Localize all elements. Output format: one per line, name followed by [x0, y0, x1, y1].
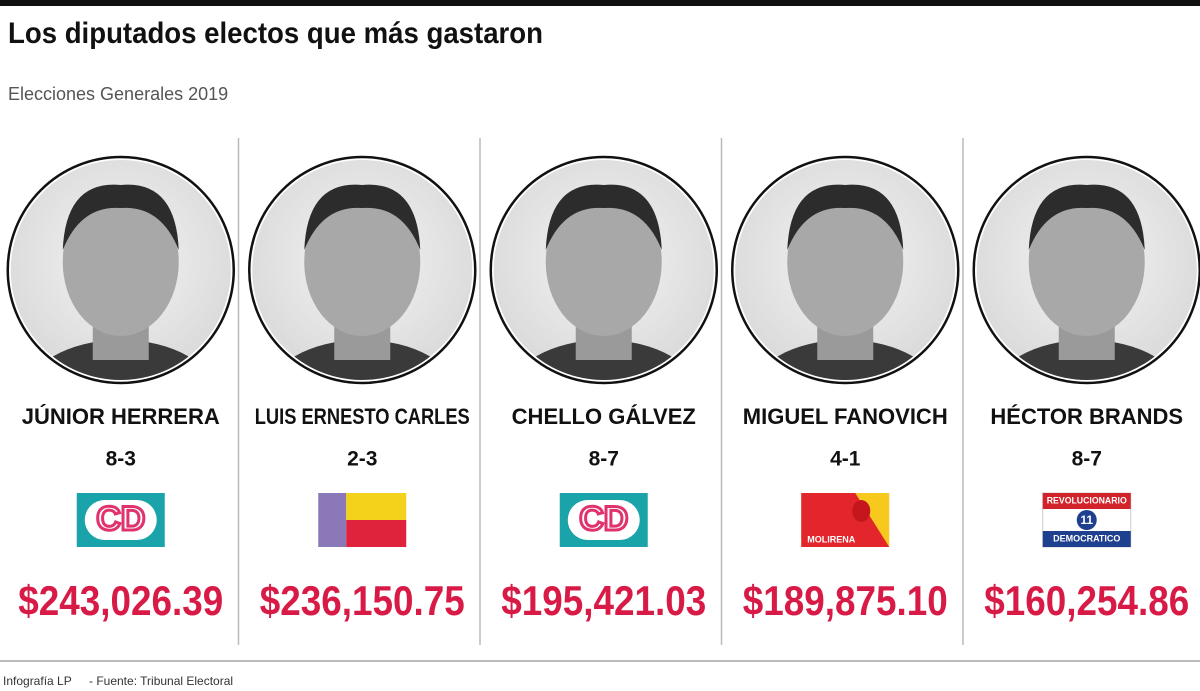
photo-ring — [6, 155, 235, 385]
hair — [1028, 184, 1145, 250]
district: 8-7 — [589, 448, 619, 471]
head — [62, 188, 179, 336]
subtitle: Elecciones Generales 2019 — [8, 84, 228, 104]
title: Los diputados electos que más gastaron — [8, 17, 543, 50]
logo-purple — [318, 493, 347, 547]
head — [545, 188, 662, 336]
logo-inner — [567, 500, 640, 540]
district: 4-1 — [830, 448, 861, 471]
candidate-name: CHELLO GÁLVEZ — [512, 404, 696, 429]
logo-rooster — [852, 500, 871, 522]
logo-red — [346, 520, 407, 547]
logo-text-top: REVOLUCIONARIO — [1047, 495, 1127, 505]
amount: $236,150.75 — [260, 577, 465, 624]
logo-red — [801, 493, 890, 547]
shoulders — [991, 340, 1182, 380]
candidate-name: MIGUEL FANOVICH — [743, 404, 948, 429]
head — [304, 188, 421, 336]
hair — [304, 184, 421, 250]
shoulders — [750, 340, 941, 380]
shoulders — [508, 340, 699, 380]
candidate-name: HÉCTOR BRANDS — [990, 404, 1183, 429]
hair — [545, 184, 662, 250]
portrait — [25, 184, 216, 380]
head — [1028, 188, 1145, 336]
photo-ring — [489, 155, 718, 385]
logo-text: CD — [579, 500, 628, 538]
photo — [731, 155, 960, 385]
district: 2-3 — [347, 448, 377, 471]
photo — [6, 155, 235, 385]
district: 8-7 — [1072, 448, 1102, 471]
candidate-name: LUIS ERNESTO CARLES — [255, 404, 470, 429]
amount: $243,026.39 — [18, 577, 223, 624]
photo — [248, 155, 477, 385]
logo-inner — [84, 500, 157, 540]
photo — [972, 155, 1200, 385]
logo-number: 11 — [1080, 513, 1093, 527]
amount: $189,875.10 — [743, 577, 948, 624]
logo-text: MOLIRENA — [807, 534, 855, 544]
portrait — [508, 184, 699, 380]
top-bar — [0, 0, 1200, 6]
portrait — [991, 184, 1182, 380]
amount: $160,254.86 — [984, 577, 1189, 624]
hair — [62, 184, 179, 250]
logo-text-bottom: DEMOCRATICO — [1053, 533, 1120, 543]
logo-yellow — [346, 493, 407, 520]
amount: $195,421.03 — [501, 577, 706, 624]
logo-text: CD — [96, 500, 145, 538]
head — [787, 188, 904, 336]
photo — [489, 155, 718, 385]
shoulders — [25, 340, 216, 380]
logo-circle — [1076, 510, 1097, 530]
logo-red — [1042, 493, 1131, 509]
photo-ring — [731, 155, 960, 385]
logo-blue — [1042, 531, 1131, 547]
source: - Fuente: Tribunal Electoral — [89, 674, 233, 688]
credit: Infografía LP — [3, 674, 72, 688]
shoulders — [267, 340, 458, 380]
hair — [787, 184, 904, 250]
portrait — [750, 184, 941, 380]
photo-ring — [248, 155, 477, 385]
district: 8-3 — [106, 448, 136, 471]
portrait — [267, 184, 458, 380]
candidate-name: JÚNIOR HERRERA — [22, 404, 220, 429]
